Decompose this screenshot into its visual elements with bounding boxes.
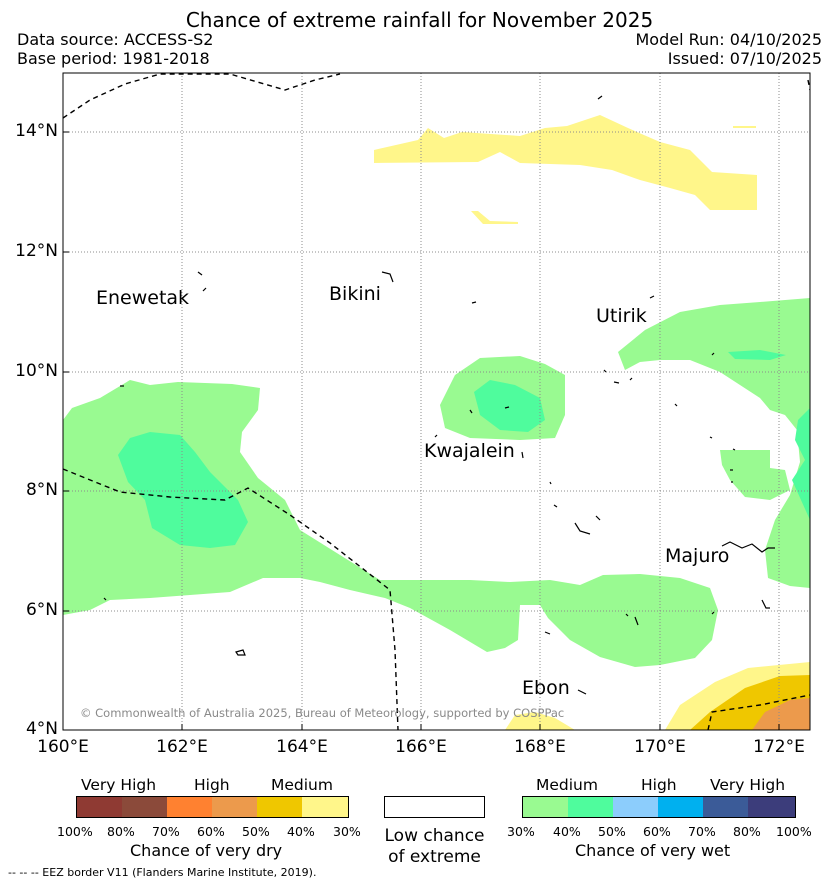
wet-swatch-50-60 xyxy=(613,797,659,817)
wet-swatch-70-80 xyxy=(703,797,749,817)
lat-label-8n: 8°N xyxy=(25,480,58,500)
dry-swatch-100-80 xyxy=(77,797,123,817)
lon-label-170e: 170°E xyxy=(634,737,686,757)
map-area xyxy=(63,73,810,730)
dry-scale-title: Chance of very dry xyxy=(130,841,283,860)
wet-medium-region-west xyxy=(63,380,718,667)
wet-tick-50: 50% xyxy=(598,824,626,839)
place-majuro: Majuro xyxy=(665,545,730,567)
wet-swatch-40-50 xyxy=(568,797,614,817)
header-left: Data source: ACCESS-S2 Base period: 1981… xyxy=(17,30,213,68)
data-source-text: Data source: ACCESS-S2 xyxy=(17,30,214,49)
lat-label-6n: 6°N xyxy=(25,600,58,620)
dry-tick-80: 80% xyxy=(107,824,135,839)
eez-border xyxy=(63,73,810,730)
wet-tick-30: 30% xyxy=(507,824,535,839)
wet-high-region-kwajalein xyxy=(474,380,545,432)
place-enewetak: Enewetak xyxy=(96,287,190,309)
wet-swatch-60-70 xyxy=(658,797,704,817)
wet-group-medium: Medium xyxy=(536,776,598,794)
wet-tick-100: 100% xyxy=(776,824,812,839)
issued-text: Issued: 07/10/2025 xyxy=(667,49,822,68)
dry-swatch-70-60 xyxy=(167,797,213,817)
place-utirik: Utirik xyxy=(596,305,647,327)
lat-label-10n: 10°N xyxy=(15,361,58,381)
wet-tick-40: 40% xyxy=(553,824,581,839)
dry-group-medium: Medium xyxy=(271,776,333,794)
lat-label-12n: 12°N xyxy=(15,241,58,261)
dry-group-very-high: Very High xyxy=(81,776,157,794)
wet-medium-region-west-edge xyxy=(63,535,92,572)
place-bikini: Bikini xyxy=(329,283,381,305)
lon-label-172e: 172°E xyxy=(753,737,805,757)
dry-swatch-60-50 xyxy=(212,797,258,817)
dry-tick-100: 100% xyxy=(57,824,93,839)
lon-label-160e: 160°E xyxy=(37,737,89,757)
dry-swatch-80-70 xyxy=(122,797,168,817)
wet-group-high: High xyxy=(641,776,677,794)
wet-tick-70: 70% xyxy=(688,824,716,839)
dry-tick-50: 50% xyxy=(242,824,270,839)
low-chance-line-2: of extreme xyxy=(388,847,481,867)
wet-medium-region-east-patch xyxy=(720,450,790,500)
wet-swatch-80-100 xyxy=(748,797,795,817)
lon-label-168e: 168°E xyxy=(514,737,566,757)
dry-tick-40: 40% xyxy=(287,824,315,839)
place-ebon: Ebon xyxy=(522,677,570,699)
dry-high-region-southeast xyxy=(752,698,810,730)
low-chance-swatch xyxy=(384,796,485,818)
wet-medium-region-east xyxy=(618,298,810,588)
wet-swatch-30-40 xyxy=(523,797,569,817)
dry-swatch-40-30 xyxy=(302,797,348,817)
map-frame xyxy=(62,72,811,731)
axis-ticks xyxy=(63,131,780,730)
dry-medium-region-tiny xyxy=(733,126,756,128)
low-chance-label: Low chance of extreme xyxy=(384,826,485,868)
lon-label-166e: 166°E xyxy=(395,737,447,757)
dry-group-high: High xyxy=(194,776,230,794)
dry-medium-region-small xyxy=(471,211,518,224)
header-right: Model Run: 04/10/2025 Issued: 07/10/2025 xyxy=(636,30,823,68)
place-kwajalein: Kwajalein xyxy=(424,440,515,462)
dry-swatch-50-40 xyxy=(257,797,303,817)
lon-label-164e: 164°E xyxy=(276,737,328,757)
wet-scale-title: Chance of very wet xyxy=(575,841,731,860)
low-chance-line-1: Low chance xyxy=(384,826,485,846)
lon-label-162e: 162°E xyxy=(156,737,208,757)
islands xyxy=(103,95,775,695)
wet-high-region-east-edge xyxy=(792,408,810,520)
wet-high-region-west xyxy=(118,432,248,548)
eez-footnote: -- -- -- EEZ border V11 (Flanders Marine… xyxy=(8,866,317,879)
base-period-text: Base period: 1981-2018 xyxy=(17,49,210,68)
wet-tick-80: 80% xyxy=(733,824,761,839)
wet-group-very-high: Very High xyxy=(710,776,786,794)
wet-colorbar xyxy=(522,796,796,818)
dry-medium-region-north xyxy=(374,115,757,210)
dry-tick-30: 30% xyxy=(333,824,361,839)
dry-colorbar xyxy=(76,796,349,818)
dry-tick-70: 70% xyxy=(152,824,180,839)
copyright-text: © Commonwealth of Australia 2025, Bureau… xyxy=(80,706,565,720)
model-run-text: Model Run: 04/10/2025 xyxy=(635,30,823,49)
dry-tick-60: 60% xyxy=(197,824,225,839)
lat-label-14n: 14°N xyxy=(15,121,58,141)
wet-tick-60: 60% xyxy=(643,824,671,839)
map-title: Chance of extreme rainfall for November … xyxy=(185,8,654,32)
lat-label-4n: 4°N xyxy=(25,719,58,739)
wet-high-region-east-ribbon xyxy=(728,350,786,360)
